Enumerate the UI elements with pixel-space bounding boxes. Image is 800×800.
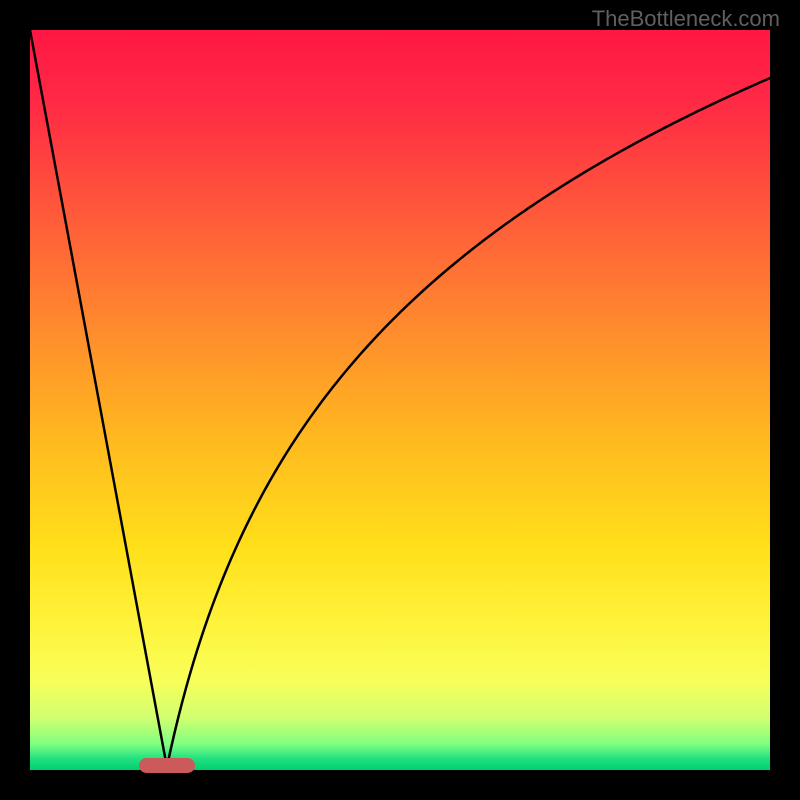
watermark-text: TheBottleneck.com	[592, 6, 780, 32]
gradient-background	[30, 30, 770, 770]
optimum-marker	[139, 758, 195, 773]
bottleneck-chart: TheBottleneck.com	[0, 0, 800, 800]
